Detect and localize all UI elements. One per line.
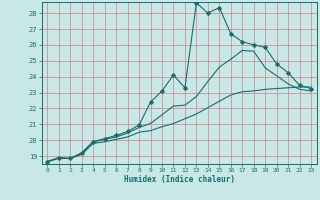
X-axis label: Humidex (Indice chaleur): Humidex (Indice chaleur) [124, 175, 235, 184]
